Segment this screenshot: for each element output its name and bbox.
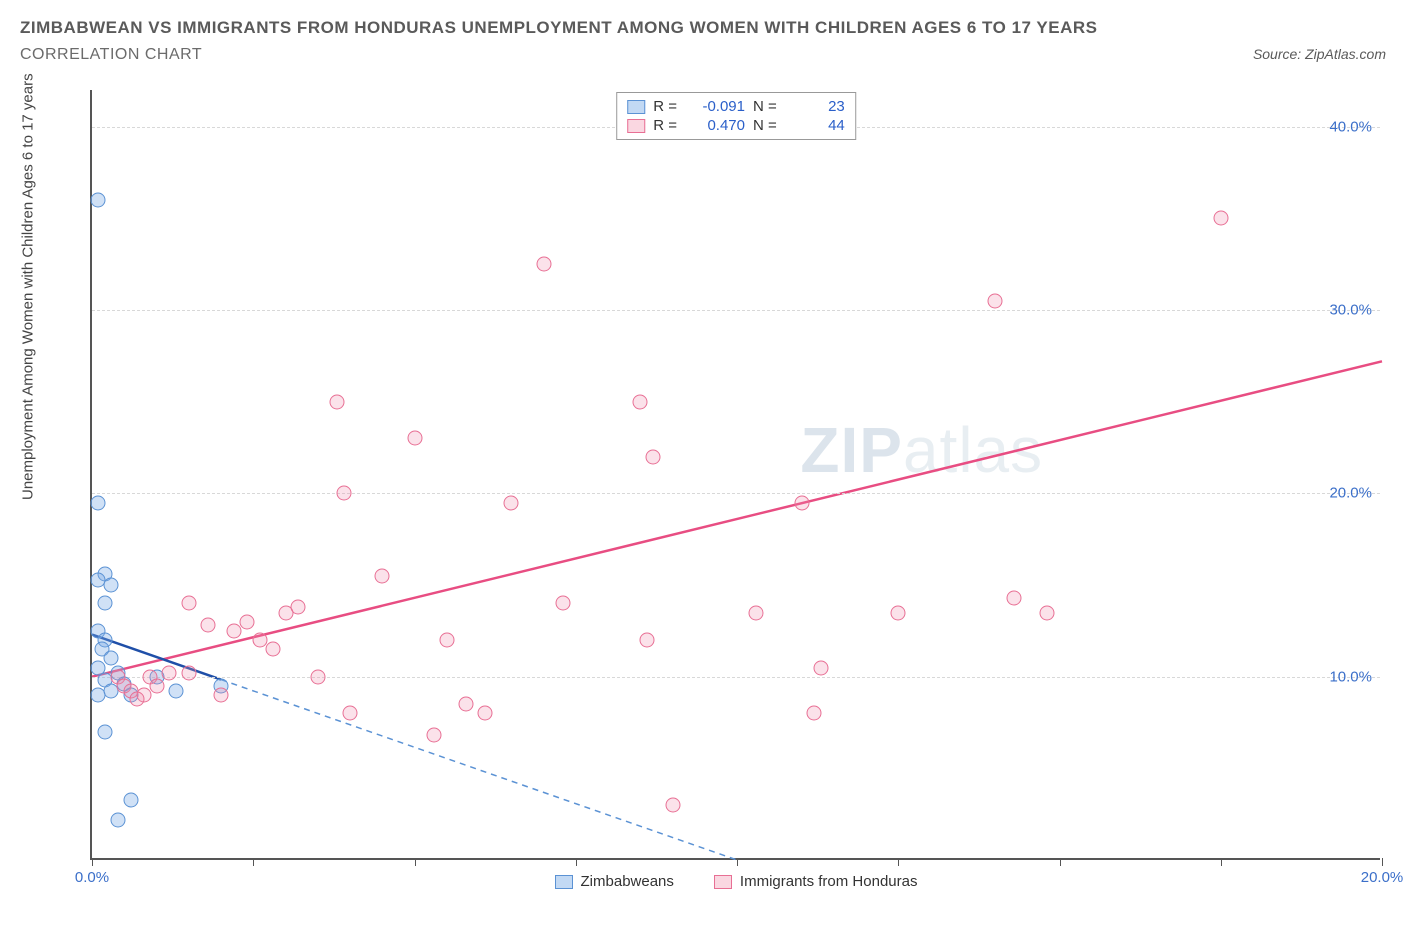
data-point [291,600,306,615]
swatch-blue-icon [627,100,645,114]
data-point [123,792,138,807]
chart-title: ZIMBABWEAN VS IMMIGRANTS FROM HONDURAS U… [20,18,1386,38]
data-point [201,618,216,633]
y-tick-label: 30.0% [1329,302,1372,319]
data-point [310,669,325,684]
data-point [478,706,493,721]
x-tick [1382,858,1383,866]
x-tick [1221,858,1222,866]
source-label: Source: ZipAtlas.com [1253,46,1386,62]
stats-row-pink: R = 0.470 N = 44 [627,116,845,135]
data-point [813,660,828,675]
data-point [168,684,183,699]
legend-item-honduras: Immigrants from Honduras [714,873,918,890]
x-tick [576,858,577,866]
trend-lines [92,90,1380,858]
data-point [639,633,654,648]
data-point [988,293,1003,308]
data-point [91,495,106,510]
data-point [343,706,358,721]
data-point [646,449,661,464]
data-point [555,596,570,611]
data-point [459,697,474,712]
data-point [130,691,145,706]
data-point [104,651,119,666]
gridline [92,493,1380,494]
data-point [807,706,822,721]
data-point [504,495,519,510]
plot-area: ZIPatlas R = -0.091 N = 23 R = 0.470 N =… [90,90,1380,860]
data-point [214,688,229,703]
data-point [162,666,177,681]
gridline [92,677,1380,678]
data-point [749,605,764,620]
data-point [1039,605,1054,620]
swatch-blue-icon [555,875,573,889]
swatch-pink-icon [627,119,645,133]
stats-legend: R = -0.091 N = 23 R = 0.470 N = 44 [616,92,856,140]
data-point [97,596,112,611]
y-axis-title: Unemployment Among Women with Children A… [20,73,37,500]
data-point [375,568,390,583]
x-tick [253,858,254,866]
data-point [426,728,441,743]
bottom-legend: Zimbabweans Immigrants from Honduras [92,873,1380,890]
x-tick [92,858,93,866]
data-point [330,394,345,409]
data-point [104,578,119,593]
data-point [265,642,280,657]
x-tick [737,858,738,866]
data-point [1213,211,1228,226]
data-point [181,596,196,611]
data-point [97,724,112,739]
data-point [91,688,106,703]
x-tick-label: 20.0% [1361,869,1404,886]
data-point [407,431,422,446]
data-point [226,623,241,638]
data-point [181,666,196,681]
data-point [149,678,164,693]
data-point [91,193,106,208]
header: ZIMBABWEAN VS IMMIGRANTS FROM HONDURAS U… [0,0,1406,64]
data-point [336,486,351,501]
stats-row-blue: R = -0.091 N = 23 [627,97,845,116]
data-point [891,605,906,620]
x-tick [415,858,416,866]
data-point [239,614,254,629]
chart-subtitle: CORRELATION CHART [20,46,202,64]
y-tick-label: 10.0% [1329,668,1372,685]
chart-container: Unemployment Among Women with Children A… [20,90,1386,910]
data-point [665,798,680,813]
data-point [794,495,809,510]
data-point [1007,590,1022,605]
x-tick [898,858,899,866]
data-point [633,394,648,409]
data-point [536,257,551,272]
data-point [439,633,454,648]
swatch-pink-icon [714,875,732,889]
y-tick-label: 20.0% [1329,485,1372,502]
legend-item-zimbabweans: Zimbabweans [555,873,674,890]
x-tick-label: 0.0% [75,869,109,886]
x-tick [1060,858,1061,866]
gridline [92,310,1380,311]
data-point [110,812,125,827]
y-tick-label: 40.0% [1329,118,1372,135]
